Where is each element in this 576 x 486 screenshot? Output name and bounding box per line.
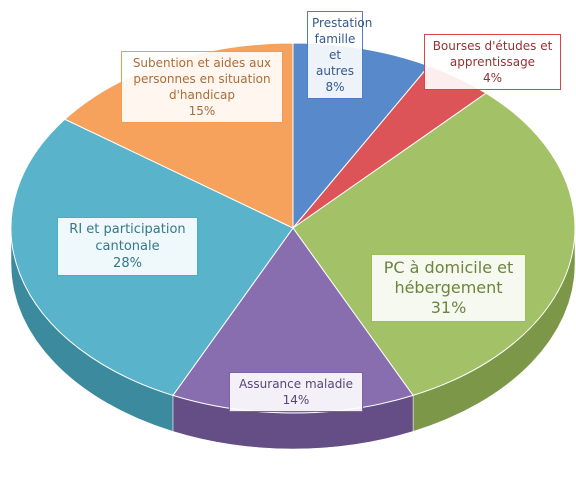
category-name: RI et participation cantonale [69,222,186,254]
slice [172,227,414,414]
slice-label: Prestation famille et autres 8% [307,11,373,99]
value-label: 8% [325,80,345,94]
slice-label: Subention et aides aux personnes en situ… [121,51,283,123]
category-name: Prestation famille et autres [312,16,373,78]
slice-label: PC à domicile et hébergement 31% [371,254,526,322]
category-name: PC à domicile et hébergement [383,258,514,297]
slice-label: RI et participation cantonale 28% [57,217,198,276]
value-label: 28% [113,256,142,271]
category-name: Assurance maladie [238,377,354,391]
slice-label: Bourses d'études et apprentissage 4% [424,34,561,90]
slice-label: Assurance maladie 14% [229,372,363,412]
value-label: 31% [430,298,467,317]
category-name: Subention et aides aux personnes en situ… [132,56,272,102]
value-label: 15% [188,104,216,118]
value-label: 4% [482,71,503,85]
value-label: 14% [282,393,310,407]
category-name: Bourses d'études et apprentissage [432,39,553,69]
